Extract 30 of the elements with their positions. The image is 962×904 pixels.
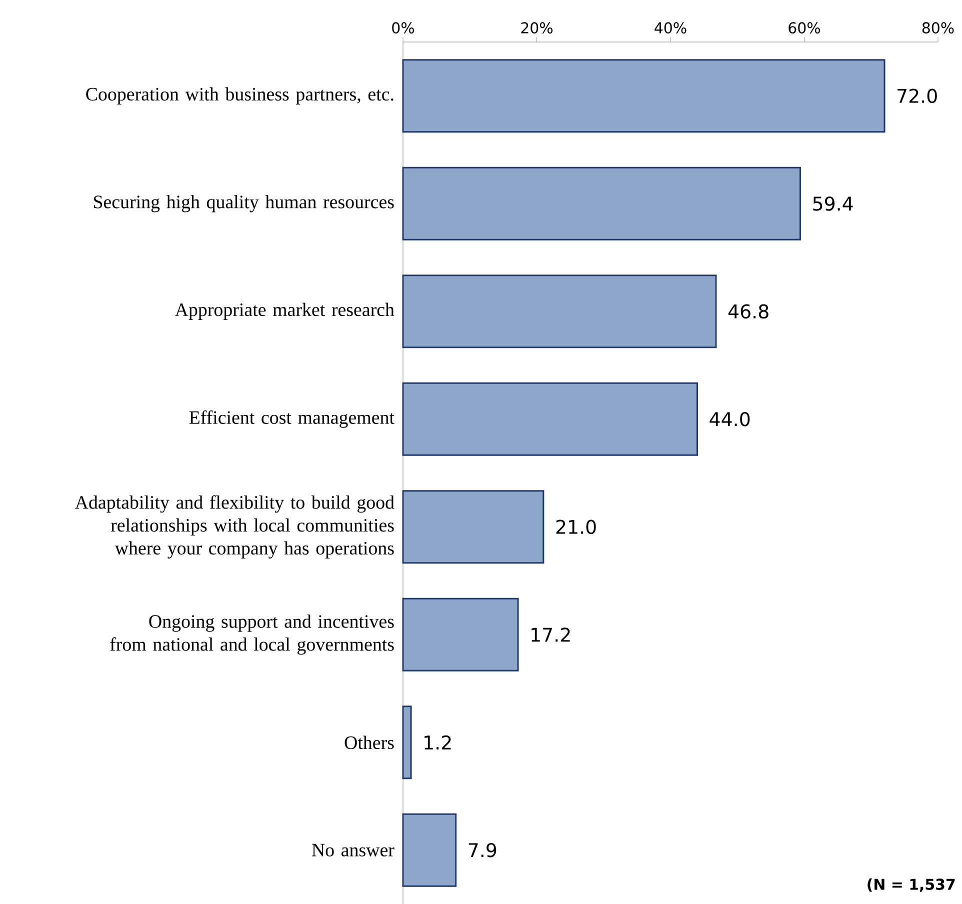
y-tick-label: Appropriate market research xyxy=(174,302,394,320)
annotation: (N = 1,537 xyxy=(868,878,955,892)
y-tick-label: No answer xyxy=(312,844,394,856)
x-tick-label: 40% xyxy=(654,22,686,34)
y-tick-label: Efficient cost management xyxy=(189,410,394,428)
x-tick-label: 60% xyxy=(788,22,820,34)
data-label: 21.0 xyxy=(556,520,596,534)
y-tick-label: Others xyxy=(344,736,394,750)
x-tick-label: 80% xyxy=(922,22,954,34)
y-tick-label: Cooperation with business partners, etc. xyxy=(86,87,394,104)
bar xyxy=(402,813,457,887)
bar xyxy=(402,59,886,133)
x-tick-label: 0% xyxy=(392,22,414,34)
data-label: 1.2 xyxy=(424,735,451,750)
bar xyxy=(402,706,412,780)
data-label: 72.0 xyxy=(898,88,937,104)
x-tick-label: 20% xyxy=(521,22,553,34)
data-label: 17.2 xyxy=(532,628,570,642)
y-tick-label: Ongoing support and incentives from national and local governments xyxy=(110,614,394,655)
bar xyxy=(402,490,544,564)
y-tick-label: Securing high quality human resources xyxy=(94,195,394,212)
bar xyxy=(402,598,519,672)
y-tick-label: Adaptability and flexibility to build good relationships with local communities where your company has operations xyxy=(75,495,394,558)
bar xyxy=(402,382,698,456)
bar xyxy=(402,274,717,348)
data-label: 44.0 xyxy=(710,412,750,426)
data-label: 7.9 xyxy=(468,842,496,858)
data-label: 59.4 xyxy=(813,196,853,211)
bar xyxy=(402,166,801,240)
data-label: 46.8 xyxy=(728,304,768,319)
